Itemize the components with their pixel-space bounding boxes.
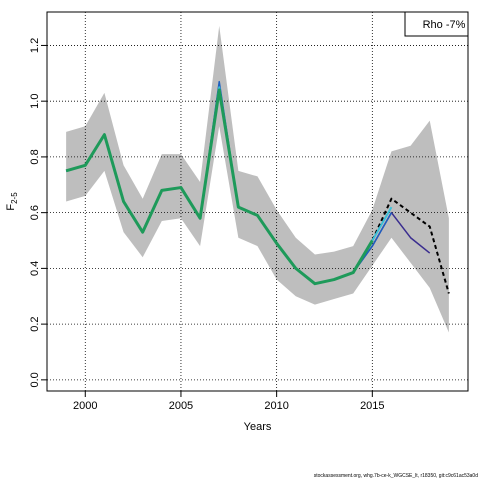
series-layer [65,80,450,294]
svg-text:F2-5: F2-5 [5,192,19,211]
legend: Rho -7% [404,11,469,37]
series-line-4 [65,88,374,286]
y-tick-label: 1.2 [29,38,41,53]
confidence-band [66,25,449,333]
y-axis: 0.0 0.2 0.4 0.6 0.8 1.0 1.2 [29,38,47,388]
y-axis-title: F2-5 [5,192,19,211]
x-axis: 2000 2005 2010 2015 [73,391,385,412]
y-axis-title-subscript: 2-5 [10,192,19,204]
y-tick-label: 0.6 [29,205,41,220]
y-tick-label: 0.8 [29,149,41,164]
footer-source: stockassessment.org, whg.7b-ce-k_WGCSE_l… [314,473,478,479]
confidence-band-layer [66,25,449,333]
x-tick-label: 2000 [73,400,97,412]
grid-layer [47,12,468,391]
y-tick-label: 0.0 [29,372,41,387]
legend-rho-label: Rho -7% [423,19,466,31]
legend-box [404,11,469,37]
y-axis-title-main: F [5,204,17,211]
x-tick-label: 2010 [264,400,288,412]
x-tick-label: 2015 [360,400,384,412]
y-tick-label: 1.0 [29,94,41,109]
y-tick-label: 0.4 [29,261,41,276]
x-axis-title: Years [244,421,272,433]
x-tick-label: 2005 [169,400,193,412]
plot-frame [46,11,469,392]
y-tick-label: 0.2 [29,316,41,331]
